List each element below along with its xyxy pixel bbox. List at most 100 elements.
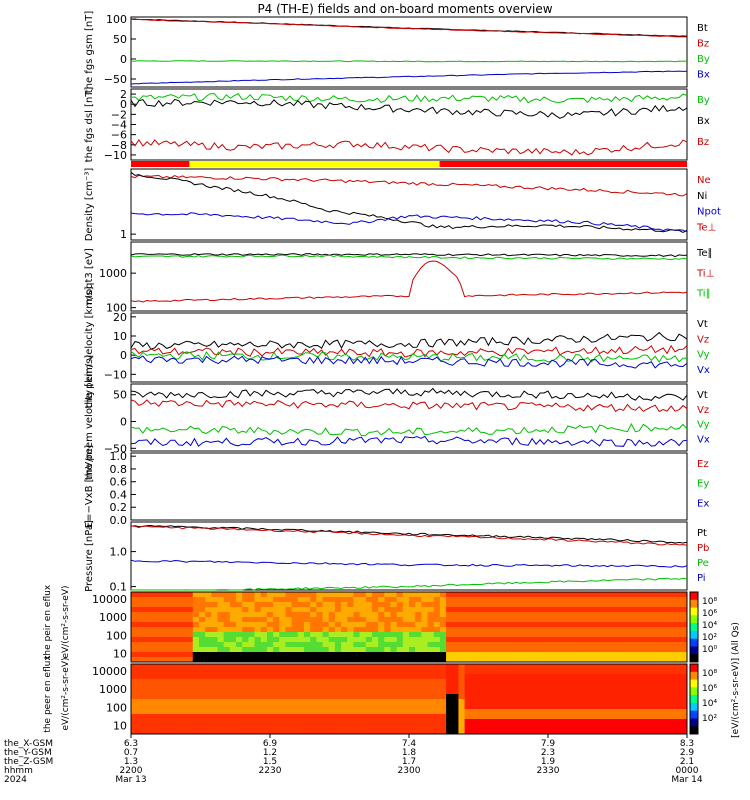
heatmap-cell (365, 719, 373, 725)
heatmap-cell (402, 627, 410, 633)
heatmap-cell (402, 664, 410, 670)
heatmap-cell (464, 719, 472, 725)
heatmap-cell (662, 622, 669, 628)
heatmap-cell (223, 684, 231, 690)
heatmap-cell (161, 647, 169, 653)
heatmap-cell (174, 674, 181, 680)
heatmap-cell (538, 647, 546, 653)
heatmap-cell (217, 669, 225, 675)
heatmap-cell (303, 612, 311, 618)
heatmap-cell (347, 637, 354, 643)
heatmap-cell (656, 704, 663, 710)
heatmap-cell (415, 647, 422, 653)
heatmap-cell (409, 607, 416, 613)
heatmap-cell (538, 694, 546, 700)
heatmap-cell (192, 709, 200, 715)
heatmap-cell (594, 607, 602, 613)
heatmap-cell (266, 607, 274, 613)
heatmap-cell (371, 607, 379, 613)
heatmap-cell (353, 724, 361, 730)
heatmap-cell (310, 704, 317, 710)
heatmap-cell (680, 592, 688, 598)
heatmap-cell (347, 669, 354, 675)
heatmap-cell (625, 664, 632, 670)
heatmap-cell (501, 729, 509, 735)
heatmap-cell (649, 664, 657, 670)
x-tick-label: 2.1 (680, 757, 694, 767)
heatmap-cell (192, 679, 200, 685)
heatmap-cell (606, 714, 614, 720)
heatmap-cell (254, 719, 262, 725)
heatmap-cell (260, 597, 268, 603)
heatmap-cell (649, 729, 657, 735)
heatmap-cell (520, 647, 527, 653)
heatmap-cell (662, 689, 669, 695)
heatmap-cell (557, 592, 564, 598)
heatmap-cell (507, 607, 515, 613)
heatmap-cell (334, 632, 342, 638)
heatmap-cell (297, 714, 305, 720)
heatmap-cell (489, 597, 496, 603)
heatmap-cell (316, 689, 324, 695)
heatmap-cell (248, 632, 256, 638)
heatmap-cell (581, 612, 589, 618)
heatmap-cell (180, 632, 188, 638)
heatmap-cell (538, 607, 546, 613)
heatmap-cell (501, 612, 509, 618)
heatmap-cell (143, 592, 151, 598)
heatmap-cell (161, 704, 169, 710)
heatmap-cell (316, 694, 324, 700)
heatmap-cell (155, 699, 163, 705)
heatmap-cell (421, 637, 429, 643)
heatmap-cell (155, 684, 163, 690)
heatmap-cell (588, 592, 595, 598)
heatmap-cell (557, 602, 564, 608)
series-line-Pb (130, 525, 688, 546)
heatmap-cell (507, 612, 515, 618)
heatmap-cell (606, 612, 614, 618)
heatmap-cell (483, 627, 490, 633)
heatmap-cell (341, 674, 348, 680)
heatmap-cell (662, 719, 669, 725)
heatmap-cell (563, 714, 571, 720)
heatmap-cell (551, 689, 558, 695)
heatmap-cell (489, 657, 496, 663)
heatmap-cell (619, 729, 626, 735)
series-line-Vx (130, 355, 688, 369)
heatmap-cell (205, 632, 212, 638)
heatmap-cell (625, 694, 632, 700)
heatmap-cell (205, 699, 212, 705)
heatmap-cell (532, 694, 540, 700)
heatmap-cell (581, 674, 589, 680)
heatmap-cell (186, 709, 194, 715)
heatmap-cell (526, 689, 534, 695)
heatmap-cell (421, 652, 429, 658)
heatmap-cell (557, 607, 564, 613)
heatmap-cell (334, 657, 342, 663)
heatmap-cell (310, 714, 317, 720)
heatmap-cell (303, 617, 311, 623)
heatmap-cell (575, 627, 583, 633)
heatmap-cell (328, 652, 336, 658)
heatmap-cell (501, 719, 509, 725)
heatmap-cell (192, 642, 200, 648)
heatmap-cell (668, 657, 676, 663)
mode-bar-segment (189, 161, 440, 167)
heatmap-cell (581, 679, 589, 685)
heatmap-cell (476, 679, 484, 685)
heatmap-cell (409, 642, 416, 648)
heatmap-cell (421, 724, 429, 730)
heatmap-cell (149, 617, 157, 623)
heatmap-cell (674, 632, 682, 638)
heatmap-cell (186, 724, 194, 730)
heatmap-cell (606, 592, 614, 598)
heatmap-cell (322, 669, 330, 675)
heatmap-cell (575, 674, 583, 680)
heatmap-cell (575, 704, 583, 710)
heatmap-cell (186, 657, 194, 663)
colorbar-cell (690, 630, 698, 640)
heatmap-cell (606, 689, 614, 695)
heatmap-cell (242, 714, 249, 720)
heatmap-cell (316, 617, 324, 623)
heatmap-cell (192, 612, 200, 618)
